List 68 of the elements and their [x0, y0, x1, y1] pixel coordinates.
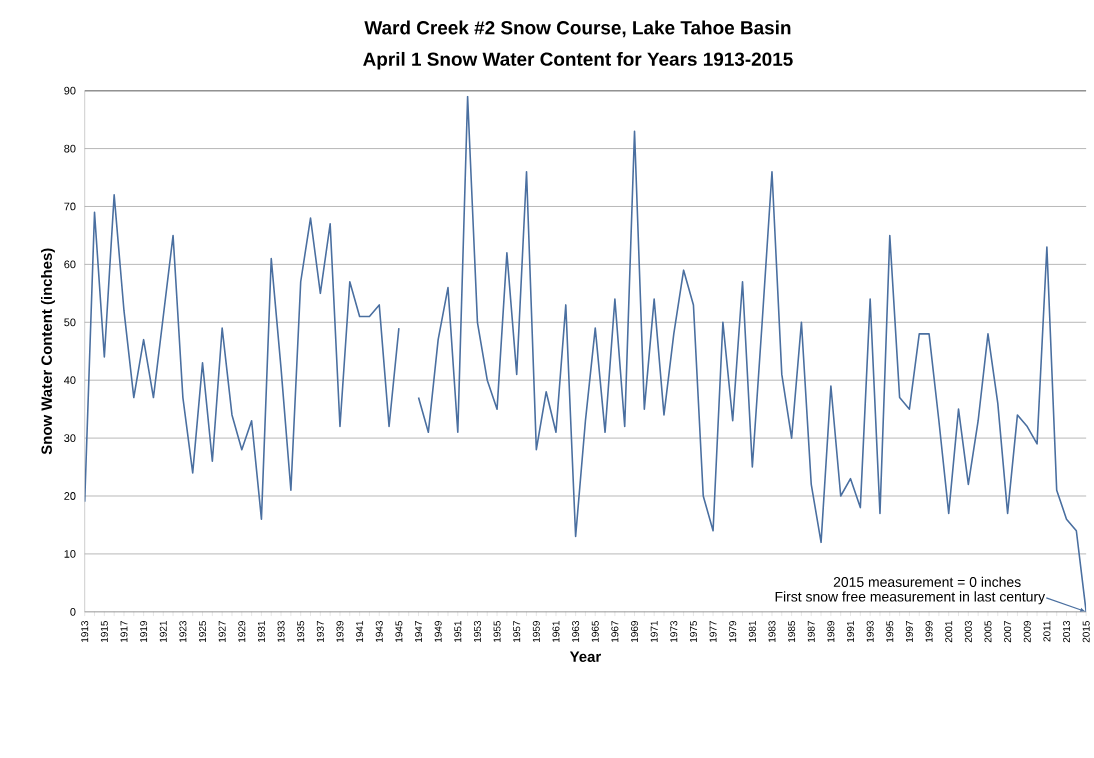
x-tick-label: 1961	[552, 620, 560, 642]
x-tick-label: 2003	[964, 620, 972, 643]
x-tick-label: 1955	[493, 620, 501, 642]
y-tick-label: 70	[64, 202, 76, 211]
x-tick-label: 1951	[454, 620, 462, 642]
x-tick-label: 1943	[375, 620, 383, 642]
x-tick-label: 1975	[689, 620, 697, 642]
chart-title: Ward Creek #2 Snow Course, Lake Tahoe Basin	[364, 20, 791, 38]
x-tick-label: 1993	[866, 620, 874, 642]
x-tick-label: 1923	[179, 620, 187, 642]
x-tick-label: 1941	[356, 620, 364, 642]
x-tick-label: 1949	[434, 620, 442, 642]
x-tick-label: 1987	[807, 620, 815, 642]
y-tick-label: 50	[64, 318, 76, 327]
y-tick-label: 30	[64, 434, 76, 442]
annotation: First snow free measurement in last century	[775, 591, 1046, 605]
x-tick-label: 1947	[414, 620, 423, 642]
x-tick-label: 1935	[297, 620, 305, 642]
x-tick-label: 1927	[218, 620, 226, 642]
x-tick-label: 2013	[1062, 620, 1071, 643]
x-tick-label: 1969	[630, 620, 639, 642]
x-tick-label: 1963	[572, 620, 580, 642]
y-tick-label: 40	[64, 376, 76, 384]
chart-subtitle: April 1 Snow Water Content for Years 1913-2015	[363, 51, 793, 70]
x-tick-label: 2011	[1043, 620, 1051, 642]
x-tick-label: 1915	[100, 620, 108, 642]
x-tick-label: 2001	[945, 620, 953, 643]
x-tick-label: 1971	[650, 620, 658, 642]
y-tick-label: 10	[64, 549, 76, 558]
x-tick-label: 1979	[729, 620, 737, 642]
x-tick-label: 1937	[316, 620, 324, 642]
x-tick-label: 2005	[984, 620, 992, 643]
y-tick-label: 60	[64, 260, 76, 269]
x-tick-label: 1953	[473, 620, 481, 642]
x-tick-label: 2015	[1082, 620, 1090, 643]
x-tick-label: 1933	[277, 620, 285, 642]
x-axis-title: Year	[569, 651, 601, 662]
x-tick-label: 1919	[140, 620, 148, 642]
x-tick-label: 1997	[905, 620, 913, 642]
x-tick-label: 1985	[788, 620, 796, 642]
x-tick-label: 1977	[709, 620, 717, 642]
x-tick-label: 1983	[768, 620, 776, 642]
x-tick-label: 1913	[81, 620, 89, 642]
x-tick-label: 1981	[748, 620, 756, 642]
x-tick-label: 1991	[846, 620, 855, 642]
x-tick-label: 1965	[591, 620, 599, 642]
x-tick-label: 1959	[532, 620, 540, 642]
y-tick-label: 90	[64, 86, 76, 95]
x-tick-label: 2009	[1023, 620, 1031, 643]
y-axis-title: Snow Water Content (inches)	[40, 248, 55, 455]
y-tick-label: 0	[70, 607, 76, 616]
x-tick-label: 1989	[827, 620, 835, 642]
x-tick-label: 1939	[336, 620, 344, 642]
x-tick-label: 1917	[120, 620, 128, 642]
x-tick-label: 1957	[513, 620, 521, 642]
annotation: 2015 measurement = 0 inches	[833, 576, 1021, 587]
x-tick-label: 1921	[159, 620, 167, 642]
x-tick-label: 1945	[395, 620, 403, 642]
x-tick-label: 1925	[198, 620, 207, 642]
x-tick-label: 1967	[611, 620, 619, 642]
x-tick-label: 1929	[238, 620, 246, 642]
y-tick-label: 80	[64, 144, 76, 153]
y-tick-label: 20	[64, 491, 76, 500]
x-tick-label: 1995	[886, 620, 894, 642]
x-tick-label: 2007	[1004, 620, 1012, 643]
x-tick-label: 1999	[925, 620, 933, 642]
x-tick-label: 1973	[670, 620, 678, 642]
x-tick-label: 1931	[257, 620, 265, 642]
